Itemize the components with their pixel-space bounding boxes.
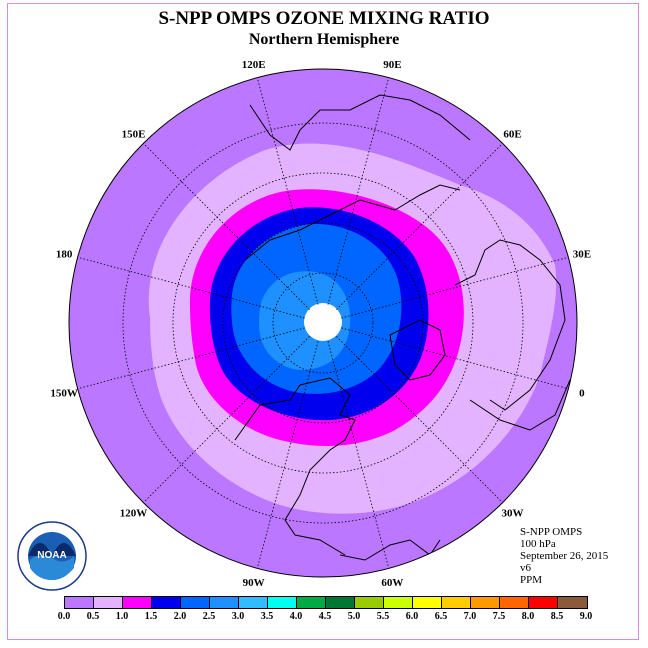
colorbar-swatch [413, 597, 442, 608]
colorbar-tick-label: 7.0 [463, 611, 477, 622]
longitude-label: 120E [242, 59, 266, 71]
latitude-circle [272, 272, 374, 374]
latitude-circle [222, 222, 424, 424]
colorbar-ticks: 0.0 0.5 1.0 1.5 2.0 2.5 3.0 3.5 4.0 4.5 5.0 5.5 6.0 6… [0, 611, 648, 625]
longitude-label: 150W [50, 387, 78, 399]
colorbar-swatch [239, 597, 268, 608]
longitude-label: 90E [383, 59, 401, 71]
info-pressure-level: 100 hPa [520, 538, 556, 550]
info-date: September 26, 2015 [520, 550, 609, 562]
meridian-line [327, 341, 390, 569]
colorbar-swatch [558, 597, 587, 608]
meridian-line [341, 256, 569, 319]
longitude-label: 90W [243, 577, 265, 589]
coast-africa [469, 379, 571, 431]
colorbar-tick-label: 4.5 [318, 611, 332, 622]
colorbar-tick-label: 6.0 [405, 611, 419, 622]
colorbar-swatch [529, 597, 558, 608]
coast-europe [454, 239, 566, 411]
coast-asia [244, 184, 461, 261]
colorbar-tick-label: 6.5 [434, 611, 448, 622]
colorbar-tick-label: 1.0 [115, 611, 129, 622]
colorbar-tick-label: 5.0 [347, 611, 361, 622]
colorbar-swatch [268, 597, 297, 608]
info-instrument: S-NPP OMPS [520, 526, 583, 538]
info-version: v6 [520, 562, 531, 574]
colorbar-swatch [152, 597, 181, 608]
colorbar-swatch [65, 597, 94, 608]
coast-greenland [389, 319, 446, 381]
colorbar-swatch [326, 597, 355, 608]
colorbar-swatch [210, 597, 239, 608]
meridian-line [336, 143, 503, 310]
colorbar-tick-label: 5.5 [376, 611, 390, 622]
latitude-circle [122, 122, 524, 524]
map-subtitle: Northern Hemisphere [248, 31, 400, 48]
map-title: S-NPP OMPS OZONE MIXING RATIO [158, 8, 490, 29]
colorbar-swatch [181, 597, 210, 608]
colorbar-tick-label: 9.0 [579, 611, 593, 622]
colorbar-tick-label: 4.0 [289, 611, 303, 622]
colorbar-swatch [355, 597, 384, 608]
info-block: S-NPP OMPS 100 hPa September 26, 2015 v6… [520, 526, 608, 586]
colorbar-swatch [123, 597, 152, 608]
meridian-line [143, 336, 310, 503]
colorbar-swatch [384, 597, 413, 608]
longitude-label: 0 [579, 387, 585, 399]
meridian-line [77, 256, 305, 319]
latitude-circle [172, 172, 474, 474]
colorbar-swatch [471, 597, 500, 608]
colorbar-tick-label: 2.5 [202, 611, 216, 622]
meridian-line [327, 77, 390, 305]
meridian-line [341, 327, 569, 390]
longitude-label: 60E [503, 128, 521, 140]
colorbar-tick-label: 8.5 [550, 611, 564, 622]
figure-frame [7, 3, 639, 640]
longitude-label: 150E [122, 128, 146, 140]
coast-east-asia [249, 94, 471, 151]
colorbar [64, 596, 588, 609]
longitude-label: 30E [573, 249, 591, 261]
colorbar-tick-label: 3.0 [231, 611, 245, 622]
longitude-label: 60W [381, 577, 403, 589]
map-boundary [68, 68, 578, 578]
colorbar-swatch [500, 597, 529, 608]
longitude-label: 120W [120, 508, 148, 520]
meridian-line [143, 143, 310, 310]
colorbar-tick-label: 8.0 [521, 611, 535, 622]
colorbar-tick-label: 3.5 [260, 611, 274, 622]
graticule [77, 77, 569, 569]
colorbar-swatch [442, 597, 471, 608]
colorbar-tick-label: 2.0 [173, 611, 187, 622]
meridian-line [336, 336, 503, 503]
info-units: PPM [520, 574, 543, 586]
coast-north-america [234, 377, 356, 556]
meridian-line [77, 327, 305, 390]
pole-no-data [304, 303, 342, 341]
noaa-logo-text: NOAA [37, 550, 66, 561]
noaa-logo: NOAA [17, 521, 87, 591]
colorbar-tick-label: 1.5 [144, 611, 158, 622]
longitude-labels: 90E 60E 30E 0 30W 60W 90W 120W 150W 180 150E 120E [50, 59, 591, 589]
longitude-label: 30W [502, 508, 524, 520]
meridian-line [256, 77, 319, 305]
colorbar-tick-label: 0.0 [57, 611, 71, 622]
colorbar-swatch [297, 597, 326, 608]
colorbar-tick-label: 7.5 [492, 611, 506, 622]
longitude-label: 180 [56, 249, 73, 261]
colorbar-tick-label: 0.5 [86, 611, 100, 622]
meridian-line [256, 341, 319, 569]
colorbar-swatch [94, 597, 123, 608]
